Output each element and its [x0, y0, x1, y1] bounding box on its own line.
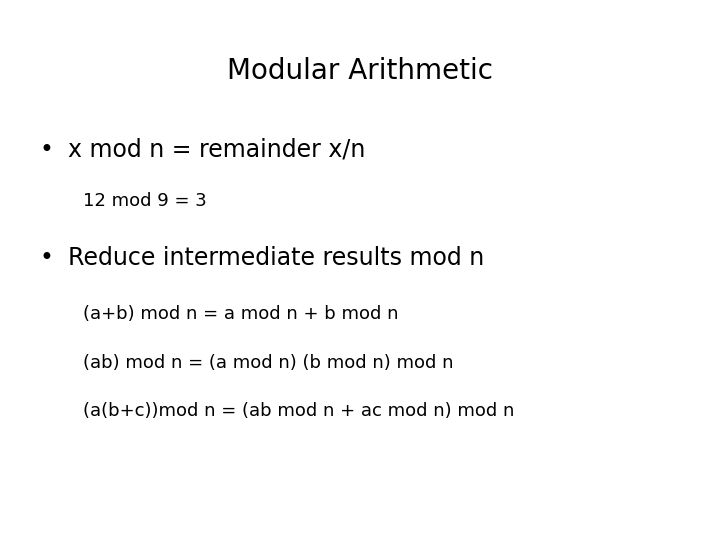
Text: 12 mod 9 = 3: 12 mod 9 = 3 [83, 192, 207, 210]
Text: Modular Arithmetic: Modular Arithmetic [227, 57, 493, 85]
Text: •: • [40, 246, 53, 269]
Text: (ab) mod n = (a mod n) (b mod n) mod n: (ab) mod n = (a mod n) (b mod n) mod n [83, 354, 454, 372]
Text: •: • [40, 138, 53, 161]
Text: (a+b) mod n = a mod n + b mod n: (a+b) mod n = a mod n + b mod n [83, 305, 398, 323]
Text: (a(b+c))mod n = (ab mod n + ac mod n) mod n: (a(b+c))mod n = (ab mod n + ac mod n) mo… [83, 402, 514, 420]
Text: Reduce intermediate results mod n: Reduce intermediate results mod n [68, 246, 485, 269]
Text: x mod n = remainder x/n: x mod n = remainder x/n [68, 138, 366, 161]
